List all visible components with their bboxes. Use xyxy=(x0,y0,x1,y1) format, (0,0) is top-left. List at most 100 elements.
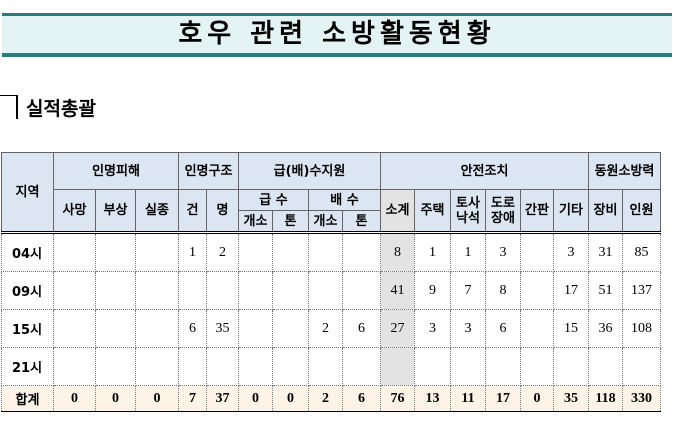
table-cell xyxy=(238,347,273,386)
table-cell: 9 xyxy=(414,271,451,310)
header-supply: 급 수 xyxy=(238,189,309,211)
table-cell xyxy=(622,347,661,386)
table-cell: 1 xyxy=(414,231,451,272)
table-cell: 6 xyxy=(342,309,381,348)
table-row: 21시 xyxy=(1,347,661,386)
table-cell: 35 xyxy=(553,385,589,412)
page-title: 호우 관련 소방활동현황 xyxy=(2,13,672,57)
table-cell: 51 xyxy=(588,271,623,310)
table-cell: 8 xyxy=(380,231,415,272)
table-cell xyxy=(342,271,381,310)
table-cell: 41 xyxy=(380,271,415,310)
table-cell: 6 xyxy=(178,309,207,348)
section-heading: 실적총괄 xyxy=(0,94,96,120)
table-cell: 17 xyxy=(485,385,521,412)
table-cell xyxy=(135,347,179,386)
table-cell: 27 xyxy=(380,309,415,348)
table-cell: 7 xyxy=(178,385,207,412)
table-cell: 15 xyxy=(553,309,589,348)
table-cell: 36 xyxy=(588,309,623,348)
table-cell: 2 xyxy=(308,385,343,412)
table-cell xyxy=(308,231,343,272)
header-drain-tons: 톤 xyxy=(342,210,381,233)
section-bracket-icon xyxy=(0,95,18,119)
table-cell: 13 xyxy=(414,385,451,412)
table-cell xyxy=(272,347,309,386)
table-row: 09시 41 9 7 8 17 51 137 xyxy=(1,271,661,310)
table-cell xyxy=(414,347,451,386)
table-cell: 3 xyxy=(553,231,589,272)
table-cell: 17 xyxy=(553,271,589,310)
table-cell: 0 xyxy=(53,385,96,412)
table-cell: 3 xyxy=(450,309,486,348)
table-cell xyxy=(308,271,343,310)
table-cell xyxy=(485,347,521,386)
table-cell xyxy=(272,271,309,310)
header-casualty: 인명피해 xyxy=(53,152,179,190)
table-cell xyxy=(342,231,381,272)
table-cell: 0 xyxy=(238,385,273,412)
table-cell xyxy=(520,347,554,386)
header-landslide: 토사낙석 xyxy=(450,189,486,233)
header-persons: 명 xyxy=(206,189,239,233)
table-cell: 108 xyxy=(622,309,661,348)
table-row: 04시 1 2 8 1 1 3 3 31 85 xyxy=(1,231,661,272)
table-cell xyxy=(553,347,589,386)
header-drain-sites: 개소 xyxy=(308,210,343,233)
header-death: 사망 xyxy=(53,189,96,233)
header-region: 지역 xyxy=(1,152,54,233)
table-cell xyxy=(178,271,207,310)
table-cell: 6 xyxy=(342,385,381,412)
row-label: 합계 xyxy=(1,385,54,412)
header-drain: 배 수 xyxy=(308,189,381,211)
header-missing: 실종 xyxy=(135,189,179,233)
table-cell xyxy=(238,309,273,348)
table-cell xyxy=(53,347,96,386)
table-cell xyxy=(380,347,415,386)
table-cell: 2 xyxy=(206,231,239,272)
header-rescue: 인명구조 xyxy=(178,152,239,190)
row-label: 15시 xyxy=(1,309,54,348)
table-cell: 1 xyxy=(450,231,486,272)
table-cell xyxy=(53,231,96,272)
table-cell xyxy=(238,231,273,272)
table-cell xyxy=(520,271,554,310)
table-cell xyxy=(53,309,96,348)
table-cell xyxy=(238,271,273,310)
table-cell: 0 xyxy=(135,385,179,412)
row-label: 21시 xyxy=(1,347,54,386)
table-cell: 137 xyxy=(622,271,661,310)
table-cell xyxy=(342,347,381,386)
header-safety: 안전조치 xyxy=(380,152,589,190)
section-title: 실적총괄 xyxy=(26,97,96,120)
table-cell xyxy=(135,231,179,272)
header-house: 주택 xyxy=(414,189,451,233)
table-cell xyxy=(308,347,343,386)
header-etc: 기타 xyxy=(553,189,589,233)
header-subtotal: 소계 xyxy=(380,189,415,233)
header-signboard: 간판 xyxy=(520,189,554,233)
table-cell xyxy=(95,347,136,386)
table-cell: 0 xyxy=(95,385,136,412)
table-cell xyxy=(206,347,239,386)
table-cell xyxy=(272,231,309,272)
header-supply-sites: 개소 xyxy=(238,210,273,233)
table-cell xyxy=(95,231,136,272)
table-cell xyxy=(520,309,554,348)
table-cell: 85 xyxy=(622,231,661,272)
table-cell xyxy=(53,271,96,310)
header-road: 도로장애 xyxy=(485,189,521,233)
table-cell xyxy=(95,271,136,310)
table-cell: 76 xyxy=(380,385,415,412)
table-cell: 6 xyxy=(485,309,521,348)
activity-table: 지역 인명피해 인명구조 급(배)수지원 안전조치 동원소방력 사망 부상 실종… xyxy=(1,152,661,412)
table-cell xyxy=(520,231,554,272)
table-cell: 35 xyxy=(206,309,239,348)
table-cell xyxy=(272,309,309,348)
total-row: 합계 0 0 0 7 37 0 0 2 6 76 13 11 17 0 35 118 330 xyxy=(1,385,661,412)
table-cell: 330 xyxy=(622,385,661,412)
table-cell: 0 xyxy=(520,385,554,412)
header-equipment: 장비 xyxy=(588,189,623,233)
table-row: 15시 6 35 2 6 27 3 3 6 15 36 108 xyxy=(1,309,661,348)
header-injury: 부상 xyxy=(95,189,136,233)
